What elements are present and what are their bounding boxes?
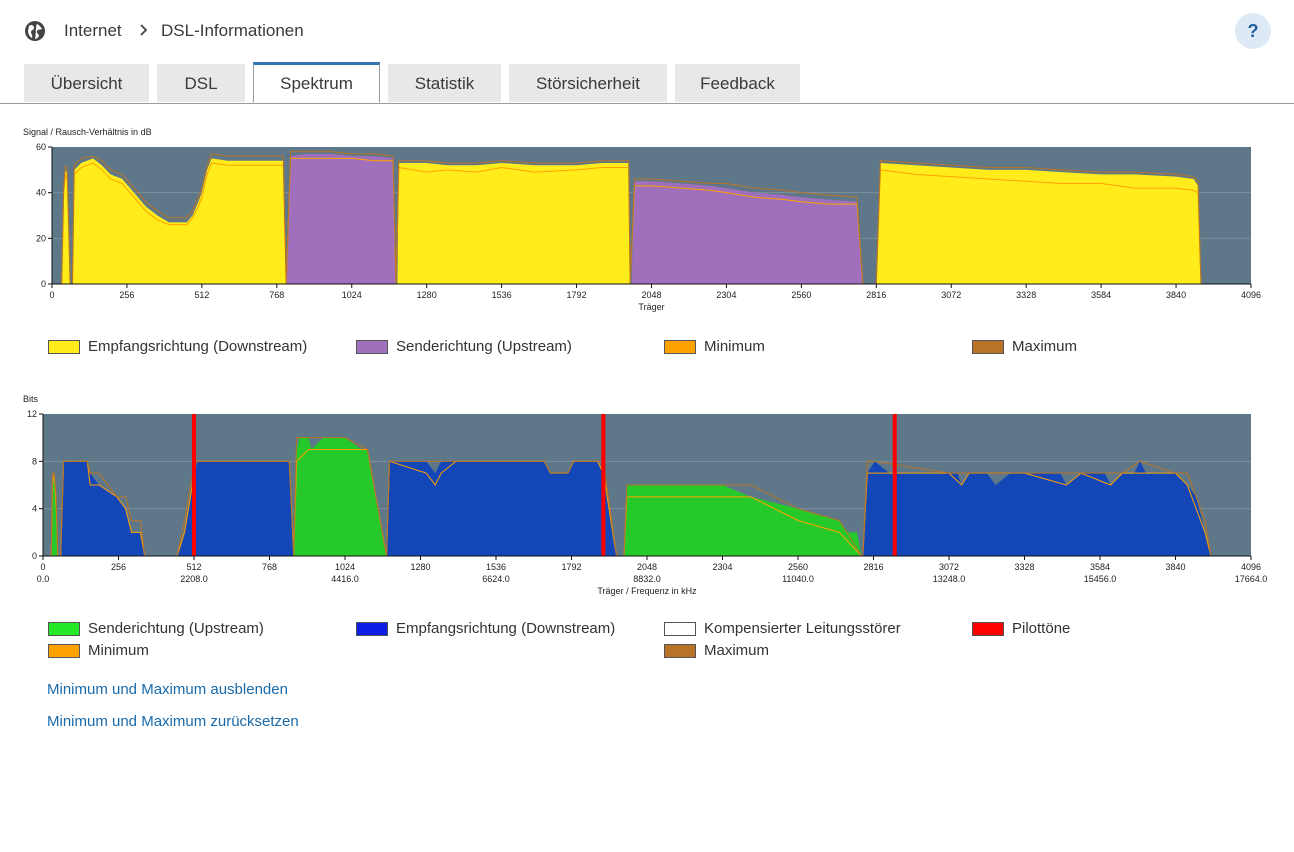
x-tick-label: 256	[119, 290, 134, 300]
reset-minmax-link[interactable]: Minimum und Maximum zurücksetzen	[47, 713, 299, 730]
series-area-bits_downstream	[60, 461, 1211, 556]
x-tick-label: 2816	[866, 290, 886, 300]
x-tick-label: 1536	[492, 290, 512, 300]
y-tick-label: 0	[41, 279, 46, 289]
snr-chart: 0 20 40 60 0 256 512 768 1024 1280 1536 1792 2048 230…	[36, 142, 1261, 312]
series-area-snr_downstream	[61, 158, 1201, 284]
y-tick-label: 12	[27, 409, 37, 419]
bits-chart: 0 4 8 12 0 256 512 768 1024 1280 1536 1792 2048 2304 2…	[27, 409, 1268, 596]
x-tick-label: 1792	[567, 290, 587, 300]
globe-icon	[25, 21, 45, 41]
x-tick-label: 3584	[1090, 562, 1110, 572]
page-header: Internet DSL-Informationen ?	[0, 0, 1294, 62]
tab-stoersicherheit[interactable]: Störsicherheit	[509, 64, 667, 102]
x-tick-label: 1024	[342, 290, 362, 300]
x-tick-label: 3584	[1091, 290, 1111, 300]
chevron-right-icon	[140, 24, 148, 36]
x-tick-label: 0	[49, 290, 54, 300]
x-tick-freq-label: 0.0	[37, 574, 50, 584]
x-tick-label: 768	[262, 562, 277, 572]
x-tick-label: 1792	[561, 562, 581, 572]
legend-swatch	[48, 340, 80, 354]
legend-swatch	[972, 622, 1004, 636]
x-tick-label: 3328	[1016, 290, 1036, 300]
x-tick-label: 3840	[1165, 562, 1185, 572]
tab-bar: Übersicht DSL Spektrum Statistik Störsic…	[0, 62, 1294, 104]
tab-spektrum[interactable]: Spektrum	[253, 62, 380, 103]
series-line-minimum	[50, 449, 1212, 557]
tab-uebersicht[interactable]: Übersicht	[24, 64, 149, 102]
x-tick-label: 2560	[788, 562, 808, 572]
x-tick-freq-label: 6624.0	[482, 574, 510, 584]
x-tick-freq-label: 13248.0	[933, 574, 966, 584]
hide-minmax-link[interactable]: Minimum und Maximum ausblenden	[47, 681, 288, 698]
x-tick-label: 512	[194, 290, 209, 300]
x-tick-label: 768	[269, 290, 284, 300]
legend-swatch	[972, 340, 1004, 354]
help-button[interactable]: ?	[1235, 13, 1271, 49]
x-tick-label: 1024	[335, 562, 355, 572]
legend-swatch	[48, 644, 80, 658]
x-tick-label: 2560	[791, 290, 811, 300]
x-tick-label: 4096	[1241, 562, 1261, 572]
x-tick-freq-label: 17664.0	[1235, 574, 1268, 584]
x-tick-label: 1280	[410, 562, 430, 572]
x-tick-label: 3840	[1166, 290, 1186, 300]
x-tick-label: 2816	[863, 562, 883, 572]
y-tick-label: 60	[36, 142, 46, 152]
x-tick-label: 2304	[716, 290, 736, 300]
x-axis-label: Träger	[638, 302, 664, 312]
x-tick-label: 1280	[417, 290, 437, 300]
x-tick-label: 512	[186, 562, 201, 572]
snr-chart-title: Signal / Rausch-Verhältnis in dB	[23, 127, 152, 137]
x-tick-label: 3072	[941, 290, 961, 300]
y-tick-label: 4	[32, 504, 37, 514]
x-tick-freq-label: 2208.0	[180, 574, 208, 584]
legend-swatch	[664, 340, 696, 354]
x-tick-label: 256	[111, 562, 126, 572]
series-area-bits_upstream	[51, 437, 862, 556]
tab-dsl[interactable]: DSL	[157, 64, 245, 102]
x-tick-freq-label: 4416.0	[331, 574, 359, 584]
x-tick-label: 4096	[1241, 290, 1261, 300]
x-tick-label: 2048	[641, 290, 661, 300]
legend-swatch	[664, 644, 696, 658]
x-tick-freq-label: 11040.0	[782, 574, 814, 584]
x-axis-label: Träger / Frequenz in kHz	[597, 586, 697, 596]
legend-swatch	[356, 622, 388, 636]
page-title: DSL-Informationen	[161, 21, 304, 40]
x-tick-label: 2048	[637, 562, 657, 572]
x-tick-freq-label: 8832.0	[633, 574, 661, 584]
x-tick-freq-label: 15456.0	[1084, 574, 1117, 584]
x-tick-label: 2304	[712, 562, 732, 572]
tab-statistik[interactable]: Statistik	[388, 64, 501, 102]
y-tick-label: 8	[32, 456, 37, 466]
x-tick-label: 3072	[939, 562, 959, 572]
breadcrumb-internet[interactable]: Internet	[64, 21, 122, 40]
tab-feedback[interactable]: Feedback	[675, 64, 800, 102]
x-tick-label: 0	[40, 562, 45, 572]
x-tick-label: 1536	[486, 562, 506, 572]
series-line-maximum	[50, 437, 1212, 557]
y-tick-label: 20	[36, 233, 46, 243]
y-tick-label: 0	[32, 551, 37, 561]
x-tick-label: 3328	[1014, 562, 1034, 572]
legend-swatch	[356, 340, 388, 354]
y-tick-label: 40	[36, 188, 46, 198]
legend-swatch	[664, 622, 696, 636]
legend-swatch	[48, 622, 80, 636]
series-area-snr_upstream	[286, 153, 863, 284]
bits-chart-title: Bits	[23, 394, 39, 404]
